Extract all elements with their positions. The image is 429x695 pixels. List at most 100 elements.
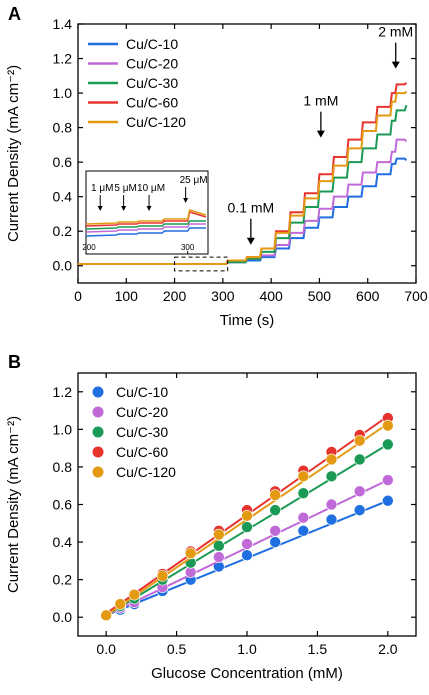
panel-a-x-axis-label: Time (s) [220,312,274,329]
panel-b-data-point [156,570,169,582]
panel-a-y-axis-label: Current Density (mA cm⁻²) [5,65,22,242]
panel-a-inset-arrowhead [97,206,103,211]
panel-b-data-point [269,504,281,516]
panel-a-inset-arrowhead [121,206,127,211]
panel-b-data-point [100,609,112,622]
panel-b-data-point [269,524,281,537]
panel-a-zoom-box [174,256,229,272]
panel-a-inset-arrowhead [146,206,152,211]
panel-b-data-point [325,498,338,511]
panel-a-inset-series-line [85,209,207,225]
panel-a-legend-label: Cu/C-120 [126,114,186,130]
panel-a-x-tick-label: 200 [163,288,187,304]
panel-b-data-point [297,470,310,483]
panel-b-y-tick-label: 0.4 [53,534,73,550]
panel-a-x-tick-label: 700 [404,288,428,304]
panel-b-x-axis-label: Glucose Concentration (mM) [151,665,343,682]
panel-a-plot-frame [77,23,417,284]
panel-b-data-point [184,547,197,560]
panel-a-inset-annotation: 25 μM [180,175,208,186]
panel-b-y-tick-label: 0.8 [53,459,73,475]
panel-b-data-point [213,528,225,541]
panel-a-series-line [78,104,408,266]
panel-b-data-point [353,453,366,466]
panel-a-x-tick-label: 600 [356,288,380,304]
panel-b-y-tick-label: 1.0 [53,421,73,437]
panel-a-x-tick-label: 100 [115,288,139,304]
panel-b-label: B [8,352,21,372]
panel-b-data-point [269,536,281,548]
panel-b-data-point [382,494,394,507]
panel-a-inset-annotation: 5 μM [114,183,136,194]
panel-b-x-tick-label: 0.5 [167,641,187,657]
panel-b-data-point [241,509,253,522]
panel-a-y-tick-label: 1.4 [53,16,73,32]
panel-a-y-tick-label: 1.0 [53,85,73,101]
panel-b-x-tick-label: 2.0 [378,641,398,657]
panel-b-data-point [297,524,310,537]
panel-b-data-point [325,453,338,466]
panel-b-legend-marker [92,446,104,458]
panel-a-y-tick-label: 1.2 [53,51,73,67]
panel-a-x-tick-label: 400 [259,288,283,304]
panel-a-annotation: 1 mM [303,93,338,109]
panel-a-inset-annotation: 10 μM [137,183,165,194]
panel-a-y-tick-label: 0.2 [53,223,73,239]
panel-b-legend-marker [92,466,104,478]
panel-a-inset-annotation: 1 μM [91,183,113,194]
panel-b-legend-marker [92,406,104,418]
panel-a-series-line [78,90,408,266]
panel-b-legend-label: Cu/C-20 [116,404,168,420]
panel-b-data-point [382,474,394,486]
panel-b-data-point [241,538,253,550]
panel-a-arrowhead [246,237,255,245]
panel-b-data-point [353,434,366,447]
panel-a-y-tick-label: 0.4 [53,189,73,205]
panel-a-x-tick-label: 0 [74,288,82,304]
panel-b-y-axis-label: Current Density (mA cm⁻²) [5,416,22,593]
panel-b-legend-marker [92,386,104,398]
panel-b-data-point [382,438,394,451]
panel-b-legend-label: Cu/C-120 [116,464,176,480]
panel-b-data-point [353,504,366,516]
panel-b-data-point [325,513,338,526]
panel-a-inset-series-line [85,223,206,233]
panel-a-arrowhead [316,130,325,138]
panel-a-x-tick-label: 500 [308,288,332,304]
panel-a-inset-frame [85,170,209,255]
panel-b-data-point [114,598,127,610]
panel-b-y-tick-label: 0.2 [53,572,73,588]
panel-a-annotation: 2 mM [378,24,413,40]
panel-a-y-tick-label: 0.6 [53,154,73,170]
panel-b-legend-marker [92,426,104,438]
panel-b-data-point [297,487,310,500]
panel-a-inset-tick-label: 300 [181,243,195,252]
panel-a-inset-series-line [85,220,206,230]
panel-b-data-point [213,551,225,563]
panel-b-data-point [128,588,141,601]
panel-b-legend-label: Cu/C-30 [116,424,168,440]
panel-a-inset-arrowhead [183,198,189,203]
panel-a-legend-label: Cu/C-30 [126,75,178,91]
panel-b-chart: B 0.0 0.5 1.0 1.5 2.0 0.0 0.2 0.4 0.6 0.8 1.0 1.2 Glu… [5,352,417,682]
panel-b-legend-label: Cu/C-60 [116,444,168,460]
panel-b-data-point [269,489,281,501]
panel-a-inset-series-line [85,227,206,237]
panel-b-y-tick-label: 0.6 [53,497,73,513]
panel-a-y-tick-label: 0.8 [53,120,73,136]
panel-b-x-tick-label: 1.0 [237,641,257,657]
panel-a-chart: A 0 100 200 300 400 500 600 700 0.0 0.2 0.4 0.6 0.8 1.… [5,4,428,329]
panel-b-data-point [382,419,394,432]
panel-b-data-point [325,470,338,483]
panel-b-y-tick-label: 0.0 [53,609,73,625]
panel-b-data-point [297,511,310,524]
panel-b-y-tick-label: 1.2 [53,384,73,400]
panel-a-y-tick-label: 0.0 [53,258,73,274]
panel-b-data-point [241,549,253,562]
panel-a-legend-label: Cu/C-20 [126,56,178,72]
panel-a-arrowhead [391,61,400,69]
panel-b-x-tick-label: 1.5 [308,641,328,657]
panel-a-legend-label: Cu/C-10 [126,36,178,52]
panel-a-annotation: 0.1 mM [228,200,275,216]
